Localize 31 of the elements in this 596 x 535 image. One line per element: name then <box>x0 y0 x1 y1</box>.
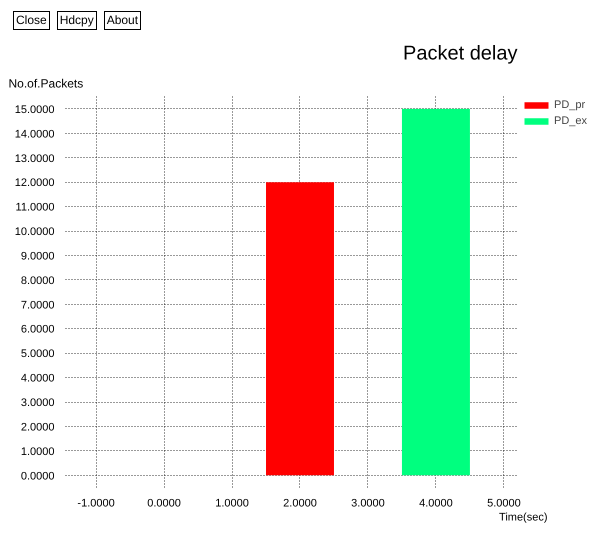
x-tick-label: 1.0000 <box>215 498 249 510</box>
y-tick-label: 8.0000 <box>20 275 55 288</box>
y-tick-label: 2.0000 <box>20 422 55 434</box>
text: About <box>106 12 138 30</box>
chart-title: Packet delay <box>402 42 518 65</box>
x-tick-label: 3.0000 <box>351 498 385 510</box>
y-tick-label: 10.0000 <box>14 226 55 238</box>
x-tick-label: 4.0000 <box>419 498 453 510</box>
y-tick-label: 11.0000 <box>16 202 55 214</box>
x-tick-label: 0.0000 <box>147 498 181 510</box>
x-tick-label: 2.0000 <box>283 498 317 510</box>
y-axis-title: No.of.Packets <box>8 76 84 91</box>
text: Close <box>16 12 47 30</box>
y-tick-label: 13.0000 <box>14 152 55 165</box>
y-tick-label: 1.0000 <box>20 446 55 458</box>
x-axis-title: Time(sec) <box>499 512 548 524</box>
y-tick-label: 0.0000 <box>20 470 55 482</box>
y-tick-label: 12.0000 <box>14 177 55 190</box>
legend-label: PD_pr <box>554 99 586 112</box>
y-tick-label: 9.0000 <box>20 250 55 263</box>
text: Hdcpy <box>60 12 94 30</box>
x-tick-label: -1.0000 <box>77 498 115 510</box>
y-tick-label: 15.0000 <box>14 104 55 116</box>
legend-label: PD_ex <box>554 115 588 128</box>
y-tick-label: 14.0000 <box>14 128 55 140</box>
y-tick-label: 7.0000 <box>20 299 55 312</box>
x-tick-label: 5.0000 <box>487 498 521 510</box>
y-tick-label: 3.0000 <box>20 397 55 410</box>
y-tick-label: 5.0000 <box>20 348 55 360</box>
y-tick-label: 6.0000 <box>20 324 55 336</box>
y-tick-label: 4.0000 <box>20 372 55 385</box>
